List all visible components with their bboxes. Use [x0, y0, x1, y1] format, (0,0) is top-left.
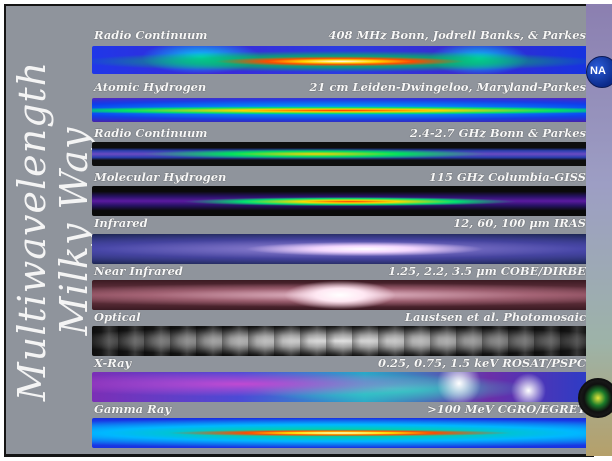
- band-image-atomic-hydrogen: [92, 98, 588, 122]
- band-source: 21 cm Leiden-Dwingeloo, Maryland-Parkes: [309, 80, 586, 94]
- nasa-logo-text: NA: [590, 65, 606, 77]
- band-source: 408 MHz Bonn, Jodrell Banks, & Parkes: [328, 28, 586, 42]
- band-name: Near Infrared: [94, 264, 183, 278]
- milky-way-poster: Multiwavelength Milky Way Radio Continuu…: [4, 4, 594, 456]
- band-label-row: Near Infrared 1.25, 2.2, 3.5 μm COBE/DIR…: [92, 264, 588, 280]
- band-label-row: Molecular Hydrogen 115 GHz Columbia-GISS: [92, 170, 588, 186]
- band-source: 115 GHz Columbia-GISS: [428, 170, 586, 184]
- band-image-optical: [92, 326, 588, 356]
- band-name: Molecular Hydrogen: [94, 170, 227, 184]
- band-image-infrared: [92, 234, 588, 264]
- band-name: Radio Continuum: [94, 126, 208, 140]
- band-name: Gamma Ray: [94, 402, 172, 416]
- title-line-2: Milky Way: [52, 126, 96, 336]
- band-image-near-infrared: [92, 280, 588, 310]
- band-source: 12, 60, 100 μm IRAS: [453, 216, 586, 230]
- band-name: Radio Continuum: [94, 28, 208, 42]
- band-image-radio-408: [92, 46, 588, 74]
- band-label-row: Infrared 12, 60, 100 μm IRAS: [92, 216, 588, 232]
- band-source: 1.25, 2.2, 3.5 μm COBE/DIRBE: [388, 264, 586, 278]
- bottom-border: [4, 456, 594, 457]
- nasa-logo-icon: NA: [586, 56, 612, 88]
- band-label-row: Radio Continuum 408 MHz Bonn, Jodrell Ba…: [92, 28, 588, 44]
- band-source: 0.25, 0.75, 1.5 keV ROSAT/PSPC: [378, 356, 586, 370]
- mission-seal-icon: [578, 378, 612, 418]
- band-name: X-Ray: [94, 356, 132, 370]
- band-image-x-ray: [92, 372, 588, 402]
- band-image-molecular-hydrogen: [92, 186, 588, 216]
- band-source: Laustsen et al. Photomosaic: [404, 310, 586, 324]
- title-line-1: Multiwavelength: [10, 60, 54, 402]
- band-source: 2.4-2.7 GHz Bonn & Parkes: [409, 126, 586, 140]
- poster-title: Multiwavelength Milky Way: [8, 46, 96, 416]
- band-name: Infrared: [94, 216, 148, 230]
- band-name: Optical: [94, 310, 141, 324]
- band-image-radio-ghz: [92, 142, 588, 166]
- band-label-row: Optical Laustsen et al. Photomosaic: [92, 310, 588, 326]
- band-image-gamma-ray: [92, 418, 588, 448]
- band-source: >100 MeV CGRO/EGRET: [427, 402, 586, 416]
- band-label-row: X-Ray 0.25, 0.75, 1.5 keV ROSAT/PSPC: [92, 356, 588, 372]
- band-label-row: Radio Continuum 2.4-2.7 GHz Bonn & Parke…: [92, 126, 588, 142]
- band-label-row: Gamma Ray >100 MeV CGRO/EGRET: [92, 402, 588, 418]
- band-name: Atomic Hydrogen: [94, 80, 207, 94]
- band-label-row: Atomic Hydrogen 21 cm Leiden-Dwingeloo, …: [92, 80, 588, 96]
